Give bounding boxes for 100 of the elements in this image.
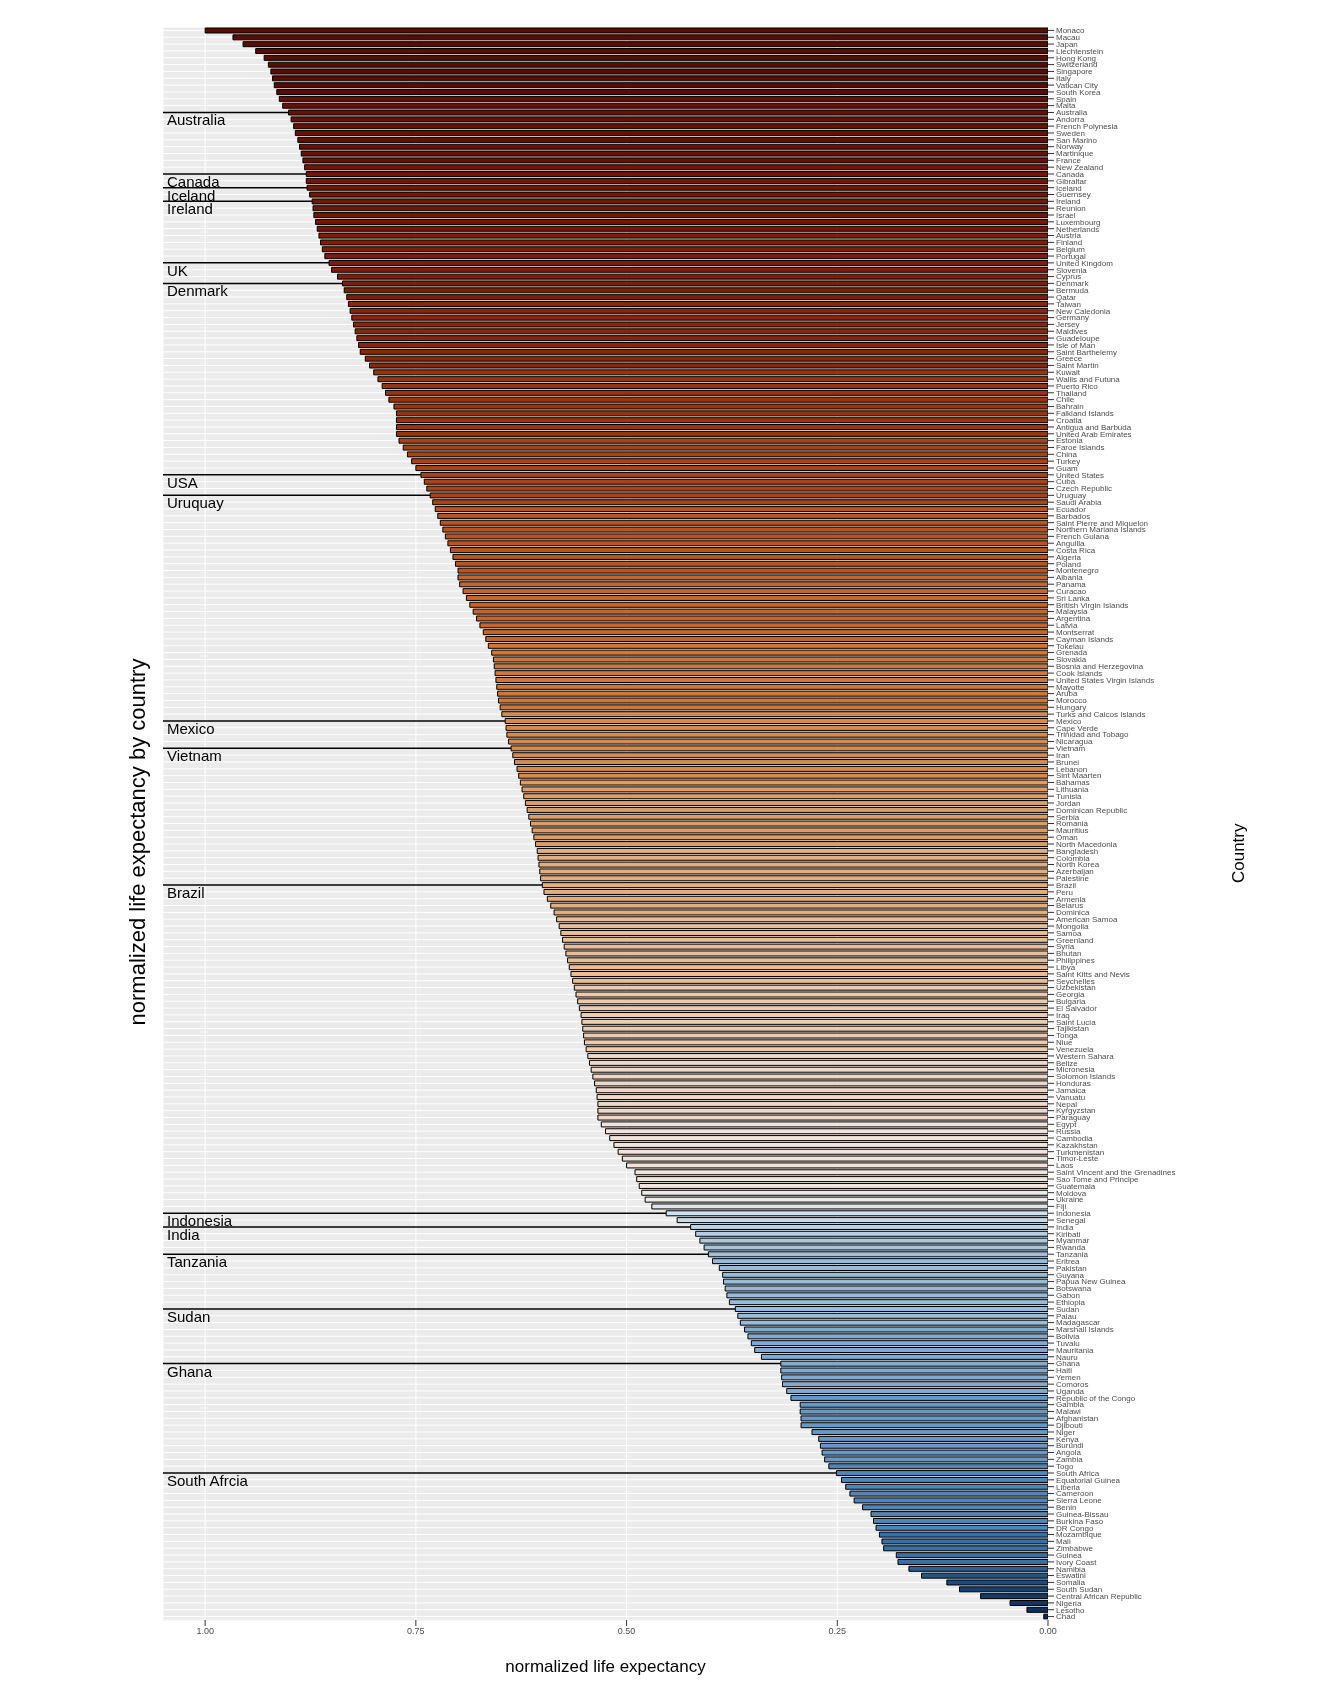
y-tick-label: Timor-Leste <box>1056 1154 1099 1164</box>
y-tick-label: Turkmenistan <box>1056 1147 1105 1157</box>
y-tick-label: Palau <box>1056 1311 1077 1321</box>
y-tick-label: Maldives <box>1056 327 1088 337</box>
y-tick-label: Mayotte <box>1056 682 1086 692</box>
y-tick-label: Monaco <box>1056 26 1086 36</box>
y-tick-label: Singapore <box>1056 67 1094 77</box>
y-tick-label: Botswana <box>1056 1284 1092 1294</box>
y-tick-label: Dominica <box>1056 908 1090 918</box>
y-tick-label: Greece <box>1056 354 1083 364</box>
y-tick-label: Chad <box>1056 1612 1076 1622</box>
y-tick-label: Kazakhstan <box>1056 1140 1098 1150</box>
y-tick-label: Dominican Republic <box>1056 805 1128 815</box>
y-tick-label: Cape Verde <box>1056 723 1099 733</box>
y-tick-label: Sint Maarten <box>1056 771 1102 781</box>
y-tick-label: Somalia <box>1056 1578 1086 1588</box>
y-tick-label: Fiji <box>1056 1202 1067 1212</box>
y-tick-label: North Korea <box>1056 860 1100 870</box>
y-tick-label: French Guiana <box>1056 532 1110 542</box>
y-tick-label: United States <box>1056 470 1105 480</box>
y-tick-label: Syria <box>1056 942 1075 952</box>
y-tick-label: Eswatini <box>1056 1571 1087 1581</box>
text: normalized life expectancy by country <box>125 658 151 1026</box>
y-tick-label: Bhutan <box>1056 949 1082 959</box>
y-tick-label: Belarus <box>1056 901 1084 911</box>
x-axis-title: normalized life expectancy <box>505 1657 707 1676</box>
y-tick-label: Australia <box>1056 108 1088 118</box>
y-tick-label: Burkina Faso <box>1056 1516 1104 1526</box>
y-tick-label: Laos <box>1056 1161 1074 1171</box>
y-tick-label: Saint Barthelemy <box>1056 347 1117 357</box>
y-tick-label: Mauritius <box>1056 826 1089 836</box>
y-tick-label: Canada <box>1056 169 1085 179</box>
y-tick-label: New Caledonia <box>1056 306 1111 316</box>
y-tick-label: Myanmar <box>1056 1236 1090 1246</box>
y-tick-label: Hong Kong <box>1056 53 1097 63</box>
y-tick-label: Ghana <box>1056 1359 1081 1369</box>
x-tick-label: 0.75 <box>407 1626 425 1637</box>
y-tick-label: Malawi <box>1056 1407 1082 1417</box>
y-tick-label: North Macedonia <box>1056 839 1118 849</box>
y-tick-label: Saint Martin <box>1056 361 1099 371</box>
y-tick-label: DR Congo <box>1056 1523 1094 1533</box>
x-tick-label: 0.50 <box>617 1626 636 1637</box>
y-tick-label: Bermuda <box>1056 286 1090 296</box>
y-tick-label: American Samoa <box>1056 915 1118 925</box>
y-tick-label: Estonia <box>1056 436 1084 446</box>
y-tick-label: Czech Republic <box>1056 484 1113 494</box>
x-tick-label: 0.25 <box>828 1626 847 1637</box>
y-tick-label: Puerto Rico <box>1056 381 1099 391</box>
y-tick-label: Cyprus <box>1056 272 1082 282</box>
y-tick-label: Mauritania <box>1056 1345 1094 1355</box>
y-tick-label: India <box>1056 1222 1074 1232</box>
y-tick-label: San Marino <box>1056 135 1098 145</box>
y-tick-label: Faroe Islands <box>1056 443 1105 453</box>
y-tick-label: Western Sahara <box>1056 1051 1115 1061</box>
y-tick-label: Tajikistan <box>1056 1024 1089 1034</box>
y-tick-label: Vanuatu <box>1056 1092 1086 1102</box>
y-tick-label: Seychelles <box>1056 976 1095 986</box>
y-tick-label: Israel <box>1056 210 1076 220</box>
y-tick-label: Mexico <box>1056 716 1082 726</box>
y-tick-label: Norway <box>1056 142 1084 152</box>
y-tick-label: Ukraine <box>1056 1195 1085 1205</box>
y-tick-label: Grenada <box>1056 648 1088 658</box>
y-tick-label: Guyana <box>1056 1270 1085 1280</box>
annotation: Tanzania <box>167 1253 228 1271</box>
y-tick-label: Argentina <box>1056 614 1091 624</box>
y-tick-label: Peru <box>1056 887 1073 897</box>
y-tick-label: Thailand <box>1056 388 1087 398</box>
y-tick-label: Montserrat <box>1056 627 1096 637</box>
y-tick-label: Nauru <box>1056 1352 1078 1362</box>
y-tick-label: Slovakia <box>1056 655 1087 665</box>
y-tick-label: Bahamas <box>1056 778 1090 788</box>
annotation: Vietnam <box>167 747 222 765</box>
y-tick-label: Moldova <box>1056 1188 1087 1198</box>
annotation: Australia <box>167 111 227 129</box>
y-tick-label: Slovenia <box>1056 265 1088 275</box>
y-tick-label: Nepal <box>1056 1099 1078 1109</box>
y-tick-label: Venezuela <box>1056 1044 1094 1054</box>
y-tick-label: China <box>1056 450 1078 460</box>
y-tick-label: Lebanon <box>1056 764 1088 774</box>
y-tick-label: Guatemala <box>1056 1181 1096 1191</box>
y-tick-label: Cameroon <box>1056 1489 1094 1499</box>
y-tick-label: Sri Lanka <box>1056 593 1091 603</box>
annotation: USA <box>167 473 198 491</box>
y-tick-label: Cuba <box>1056 477 1076 487</box>
y-tick-label: Pakistan <box>1056 1263 1087 1273</box>
y-tick-label: Greenland <box>1056 935 1094 945</box>
y-tick-label: Armenia <box>1056 894 1087 904</box>
y-tick-label: Angola <box>1056 1448 1082 1458</box>
y-tick-label: Georgia <box>1056 990 1086 1000</box>
y-tick-label: Madagascar <box>1056 1318 1101 1328</box>
y-tick-label: Serbia <box>1056 812 1080 822</box>
y-tick-label: Barbados <box>1056 511 1091 521</box>
y-tick-label: Uruguay <box>1056 491 1087 501</box>
y-tick-label: Austria <box>1056 231 1082 241</box>
y-tick-label: Azerbaijan <box>1056 867 1094 877</box>
x-tick-label: 1.00 <box>196 1626 214 1637</box>
annotation: Ghana <box>167 1362 213 1380</box>
y-tick-label: Finland <box>1056 238 1083 248</box>
y-tick-label: Morocco <box>1056 696 1088 706</box>
y-tick-label: Ecuador <box>1056 504 1087 514</box>
